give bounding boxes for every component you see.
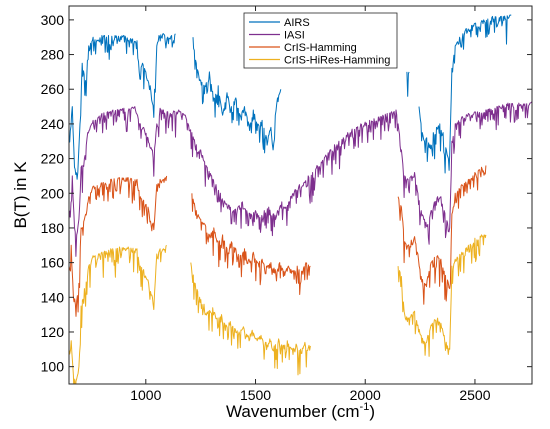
x-axis-label-close: ) xyxy=(369,402,375,421)
y-tick-label: 240 xyxy=(41,116,65,132)
x-tick-label: 1000 xyxy=(130,387,161,403)
plot-frame xyxy=(68,5,533,385)
y-tick-label: 300 xyxy=(41,12,65,28)
x-tick-label: 1500 xyxy=(240,387,271,403)
legend-label: CrIS-HiRes-Hamming xyxy=(284,55,390,67)
series-line-0-0 xyxy=(69,33,176,180)
ticks-layer: 1000 1500 2000 2500 100 120 140 160 180 200 220 240… xyxy=(41,6,532,403)
x-tick-label: 2000 xyxy=(350,387,381,403)
legend-label: CrIS-Hamming xyxy=(284,42,357,54)
series-line-2-1 xyxy=(191,193,311,295)
y-tick-label: 180 xyxy=(41,220,65,236)
series-cris-hamming xyxy=(69,165,487,317)
y-tick-label: 160 xyxy=(41,255,65,271)
series-line-0-3 xyxy=(418,14,512,174)
series-line-0-1 xyxy=(192,37,282,154)
x-axis-label-sup: -1 xyxy=(360,401,370,413)
series-line-3-2 xyxy=(397,234,487,357)
y-axis-label: B(T) in K xyxy=(11,161,30,229)
series-line-0-2 xyxy=(406,71,410,97)
series-line-2-2 xyxy=(397,165,487,305)
legend-label: AIRS xyxy=(284,17,310,29)
y-tick-label: 140 xyxy=(41,289,65,305)
series-line-3-1 xyxy=(190,262,311,376)
x-axis-label-main: Wavenumber (cm xyxy=(226,402,360,421)
y-tick-label: 280 xyxy=(41,47,65,63)
x-tick-label: 2500 xyxy=(459,387,490,403)
y-tick-label: 220 xyxy=(41,151,65,167)
series-airs xyxy=(69,14,512,180)
x-axis-label: Wavenumber (cm-1) xyxy=(226,401,375,421)
series-iasi xyxy=(69,101,532,257)
y-tick-label: 260 xyxy=(41,81,65,97)
series-layer xyxy=(69,14,532,384)
y-tick-label: 120 xyxy=(41,324,65,340)
y-tick-label: 200 xyxy=(41,185,65,201)
y-tick-label: 100 xyxy=(41,359,65,375)
series-cris-hires-hamming xyxy=(69,234,487,384)
legend-label: IASI xyxy=(284,30,305,42)
series-line-3-0 xyxy=(69,244,167,384)
series-line-2-0 xyxy=(69,175,168,317)
series-line-1-0 xyxy=(69,101,532,257)
